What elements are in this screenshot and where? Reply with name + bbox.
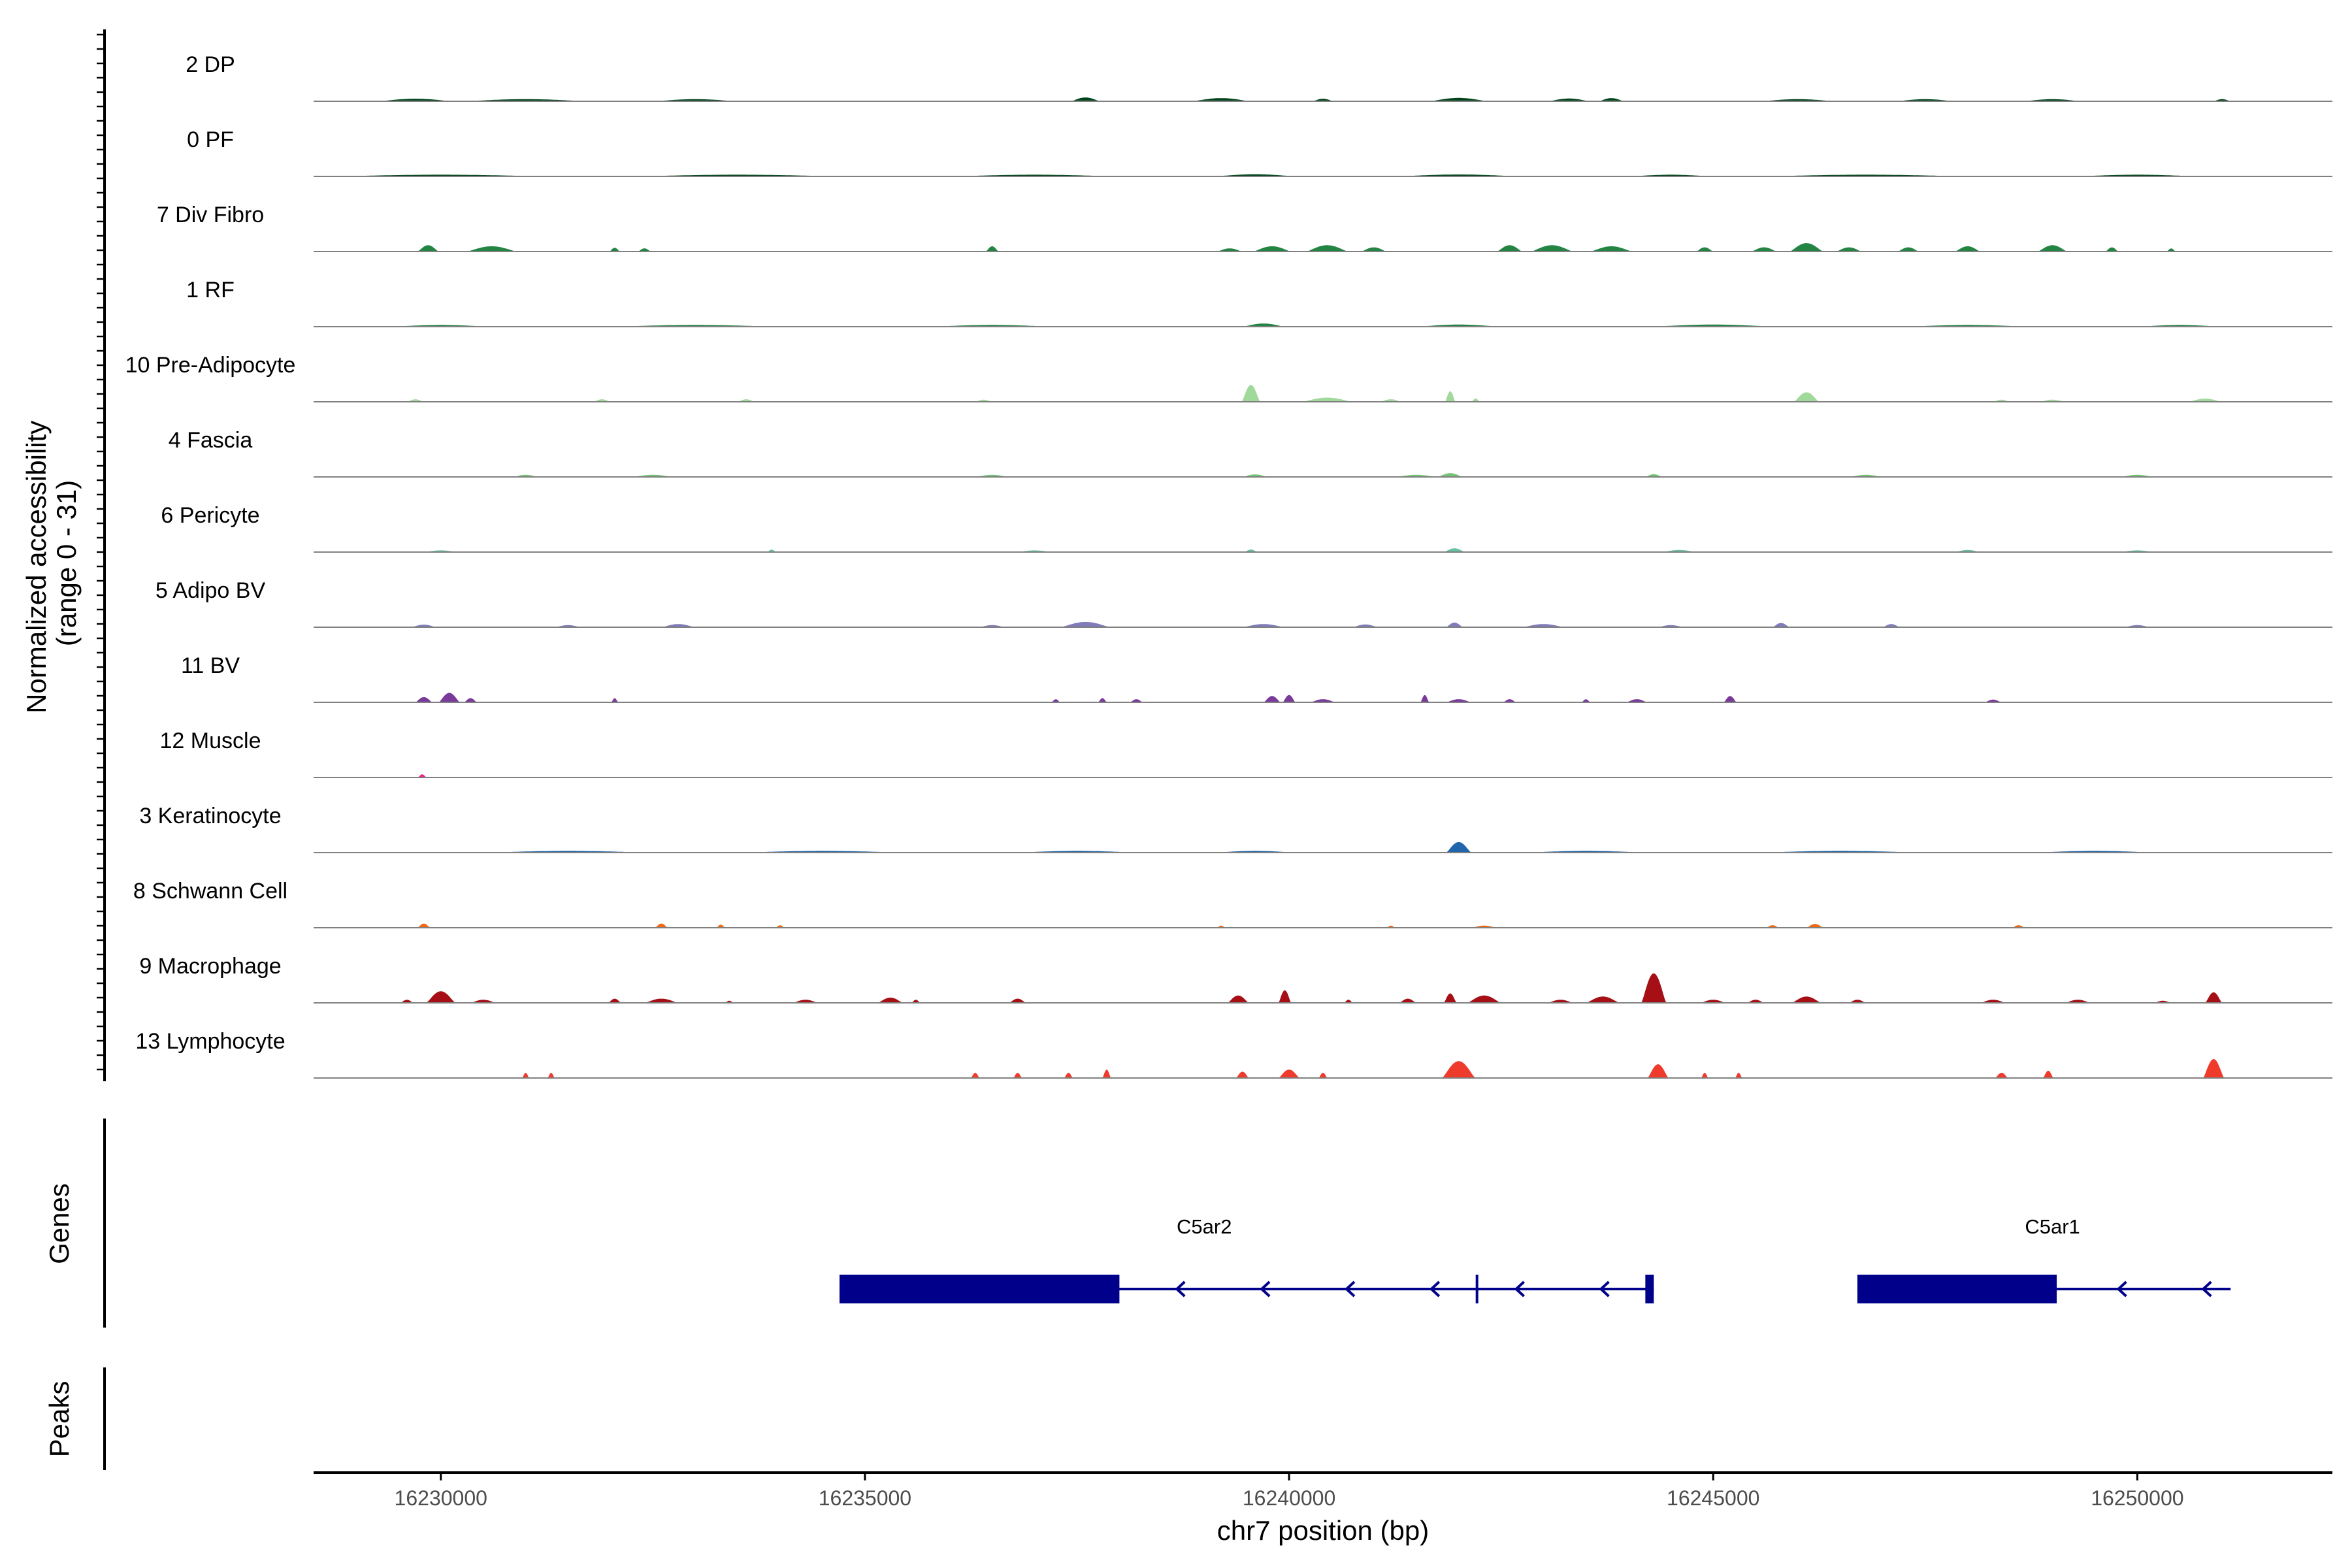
track-12-muscle: 12 Muscle [160,728,2332,778]
genes-panel-label: Genes [44,1183,74,1264]
track-6-pericyte: 6 Pericyte [161,503,2332,553]
accessibility-tracks: 2 DP 0 PF 7 Div Fibro 1 RF 10 Pre-Adipocyte 4… [125,52,2332,1079]
track-label: 1 RF [186,278,235,302]
track-label: 2 DP [186,52,235,77]
x-tick-label: 16240000 [1243,1486,1335,1510]
gene-exon-block [839,1275,1120,1303]
coverage-area [314,385,2332,402]
x-axis-title: chr7 position (bp) [1217,1515,1429,1546]
gene-exon-block [1857,1275,2057,1303]
gene-exon-mark [1475,1275,1478,1303]
coverage-area [314,621,2332,627]
track-4-fascia: 4 Fascia [169,428,2332,478]
track-label: 11 BV [181,653,240,678]
track-3-keratinocyte: 3 Keratinocyte [139,804,2332,853]
position-x-axis: 16230000 16235000 16240000 16245000 16250000 [314,1471,2332,1510]
accessibility-axis-title: Normalized accessibility (range 0 - 31) [21,413,82,713]
x-tick-label: 16230000 [395,1486,487,1510]
track-2-dp: 2 DP [186,52,2332,102]
coverage-area [314,841,2332,853]
track-9-macrophage: 9 Macrophage [139,954,2332,1004]
gene-label: C5ar1 [2025,1215,2080,1238]
strand-arrow [2116,1281,2127,1298]
strand-arrow [1175,1281,1186,1298]
track-13-lymphocyte: 13 Lymphocyte [135,1029,2332,1079]
track-label: 0 PF [187,127,234,152]
track-1-rf: 1 RF [186,278,2332,327]
strand-arrow [1599,1281,1610,1298]
track-5-adipo-bv: 5 Adipo BV [155,578,2332,628]
strand-arrow [1514,1281,1525,1298]
peaks-panel: Peaks [44,1367,106,1470]
track-0-pf: 0 PF [187,127,2332,177]
track-7-div-fibro: 7 Div Fibro [157,203,2332,252]
coverage-area [314,243,2332,252]
x-tick-label: 16235000 [819,1486,911,1510]
accessibility-y-axis [97,29,106,1081]
track-label: 3 Keratinocyte [139,804,281,828]
track-label: 10 Pre-Adipocyte [125,353,296,378]
gene-models: C5ar2 C5ar1 [839,1215,2231,1303]
track-label: 4 Fascia [169,428,253,453]
track-label: 13 Lymphocyte [135,1029,285,1054]
strand-arrow [1429,1281,1441,1298]
track-11-bv: 11 BV [181,653,2332,703]
x-tick-label: 16245000 [1667,1486,1759,1510]
track-label: 9 Macrophage [139,954,281,979]
strand-arrow [1344,1281,1356,1298]
track-label: 8 Schwann Cell [133,879,287,904]
track-label: 12 Muscle [160,728,261,753]
accessibility-axis-title-line1: Normalized accessibility [21,421,52,713]
genes-panel: Genes C5ar2 C5ar1 [44,1119,2231,1328]
track-label: 7 Div Fibro [157,203,264,227]
gene-c5ar2: C5ar2 [839,1215,1654,1303]
x-tick-label: 16250000 [2091,1486,2183,1510]
track-label: 6 Pericyte [161,503,259,528]
gene-exon-mark [1645,1275,1654,1303]
track-10-pre-adipocyte: 10 Pre-Adipocyte [125,353,2332,402]
track-label: 5 Adipo BV [155,578,266,603]
strand-arrow [2201,1281,2212,1298]
coverage-area [314,1059,2332,1078]
coverage-area [314,973,2332,1003]
coverage-area [314,693,2332,702]
accessibility-axis-title-line2: (range 0 - 31) [51,480,82,646]
peaks-panel-label: Peaks [44,1381,74,1458]
coverage-area [314,97,2332,101]
gene-label: C5ar2 [1177,1215,1232,1238]
track-8-schwann-cell: 8 Schwann Cell [133,879,2332,928]
gene-c5ar1: C5ar1 [1857,1215,2231,1303]
strand-arrow [1260,1281,1271,1298]
